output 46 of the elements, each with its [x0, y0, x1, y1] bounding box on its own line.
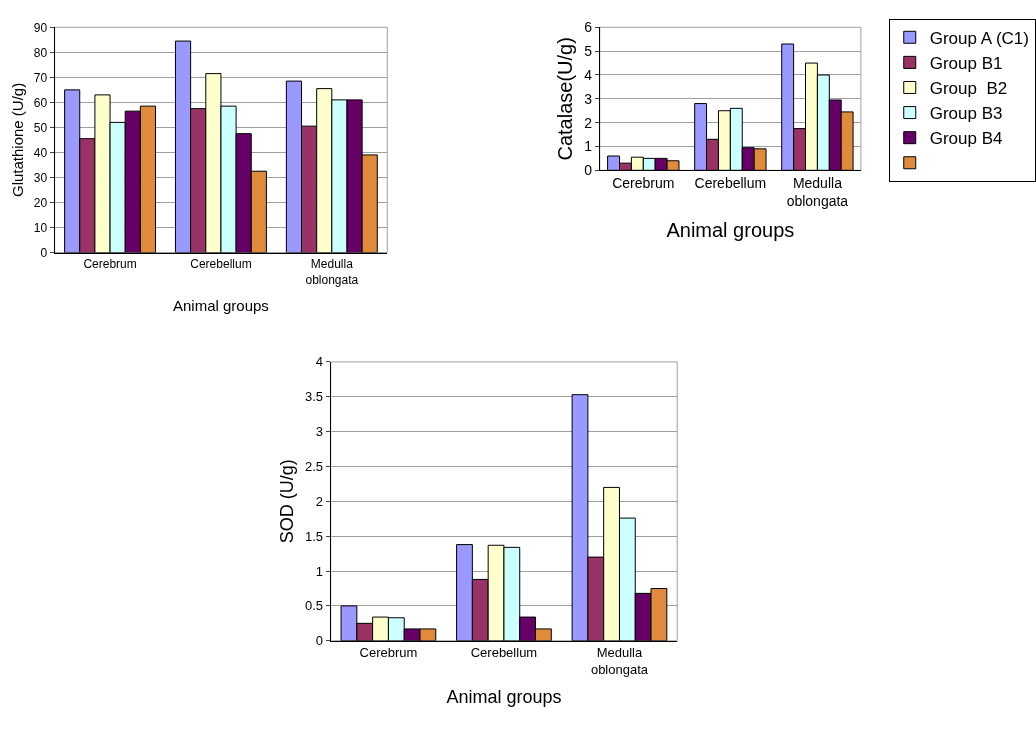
y-tick-label: 1	[584, 138, 593, 155]
y-tick-label: 4	[315, 354, 324, 370]
y-tick-label: 4	[584, 66, 593, 83]
y-tick-label: 0	[40, 245, 48, 260]
y-tick-label: 30	[33, 170, 48, 185]
y-tick-label: 5	[584, 43, 593, 60]
y-axis-title: SOD (U/g)	[277, 459, 298, 544]
legend-label: Group B2	[929, 79, 1008, 99]
x-tick-label: Cerebellum	[190, 256, 252, 271]
y-tick-label: 0	[315, 633, 324, 649]
y-tick-label: 10	[33, 220, 48, 235]
legend-label: Group B4	[929, 129, 1003, 149]
x-tick-label: Cerebrum	[359, 645, 418, 661]
y-axis-title: Glutathione (U/g)	[9, 82, 27, 198]
x-tick-label: Medulla oblongata	[590, 645, 649, 678]
y-tick-label: 1.5	[304, 528, 324, 544]
x-tick-label: Medulla oblongata	[305, 256, 359, 287]
x-tick-label: Cerebrum	[83, 256, 137, 271]
y-tick-label: 0.5	[304, 598, 324, 614]
x-tick-label: Cerebrum	[612, 175, 675, 192]
x-tick-label: Medulla oblongata	[786, 175, 849, 210]
legend-label: Group B3	[929, 104, 1003, 124]
y-tick-label: 70	[33, 70, 48, 85]
y-tick-label: 40	[33, 145, 48, 160]
y-tick-label: 0	[584, 162, 593, 179]
x-axis-title: Animal groups	[666, 218, 795, 241]
x-axis-title: Animal groups	[446, 687, 562, 708]
y-tick-label: 60	[33, 95, 48, 110]
y-axis-title: Catalase(U/g)	[553, 37, 576, 161]
y-tick-label: 2	[584, 114, 593, 131]
x-tick-label: Cerebellum	[694, 175, 767, 192]
y-tick-label: 3	[584, 90, 593, 107]
y-tick-label: 2.5	[304, 459, 324, 475]
y-tick-label: 50	[33, 120, 48, 135]
x-axis-title: Animal groups	[173, 296, 269, 314]
x-tick-label: Cerebellum	[470, 645, 538, 661]
y-tick-label: 3.5	[304, 389, 324, 405]
legend-label: Group A (C1)	[929, 28, 1029, 48]
y-tick-label: 1	[315, 563, 324, 579]
y-tick-label: 2	[315, 493, 324, 509]
y-tick-label: 20	[33, 195, 48, 210]
legend-label: Group B1	[929, 54, 1003, 74]
y-tick-label: 80	[33, 45, 48, 60]
y-tick-label: 6	[584, 19, 593, 36]
y-tick-label: 90	[33, 20, 48, 35]
y-tick-label: 3	[315, 424, 324, 440]
